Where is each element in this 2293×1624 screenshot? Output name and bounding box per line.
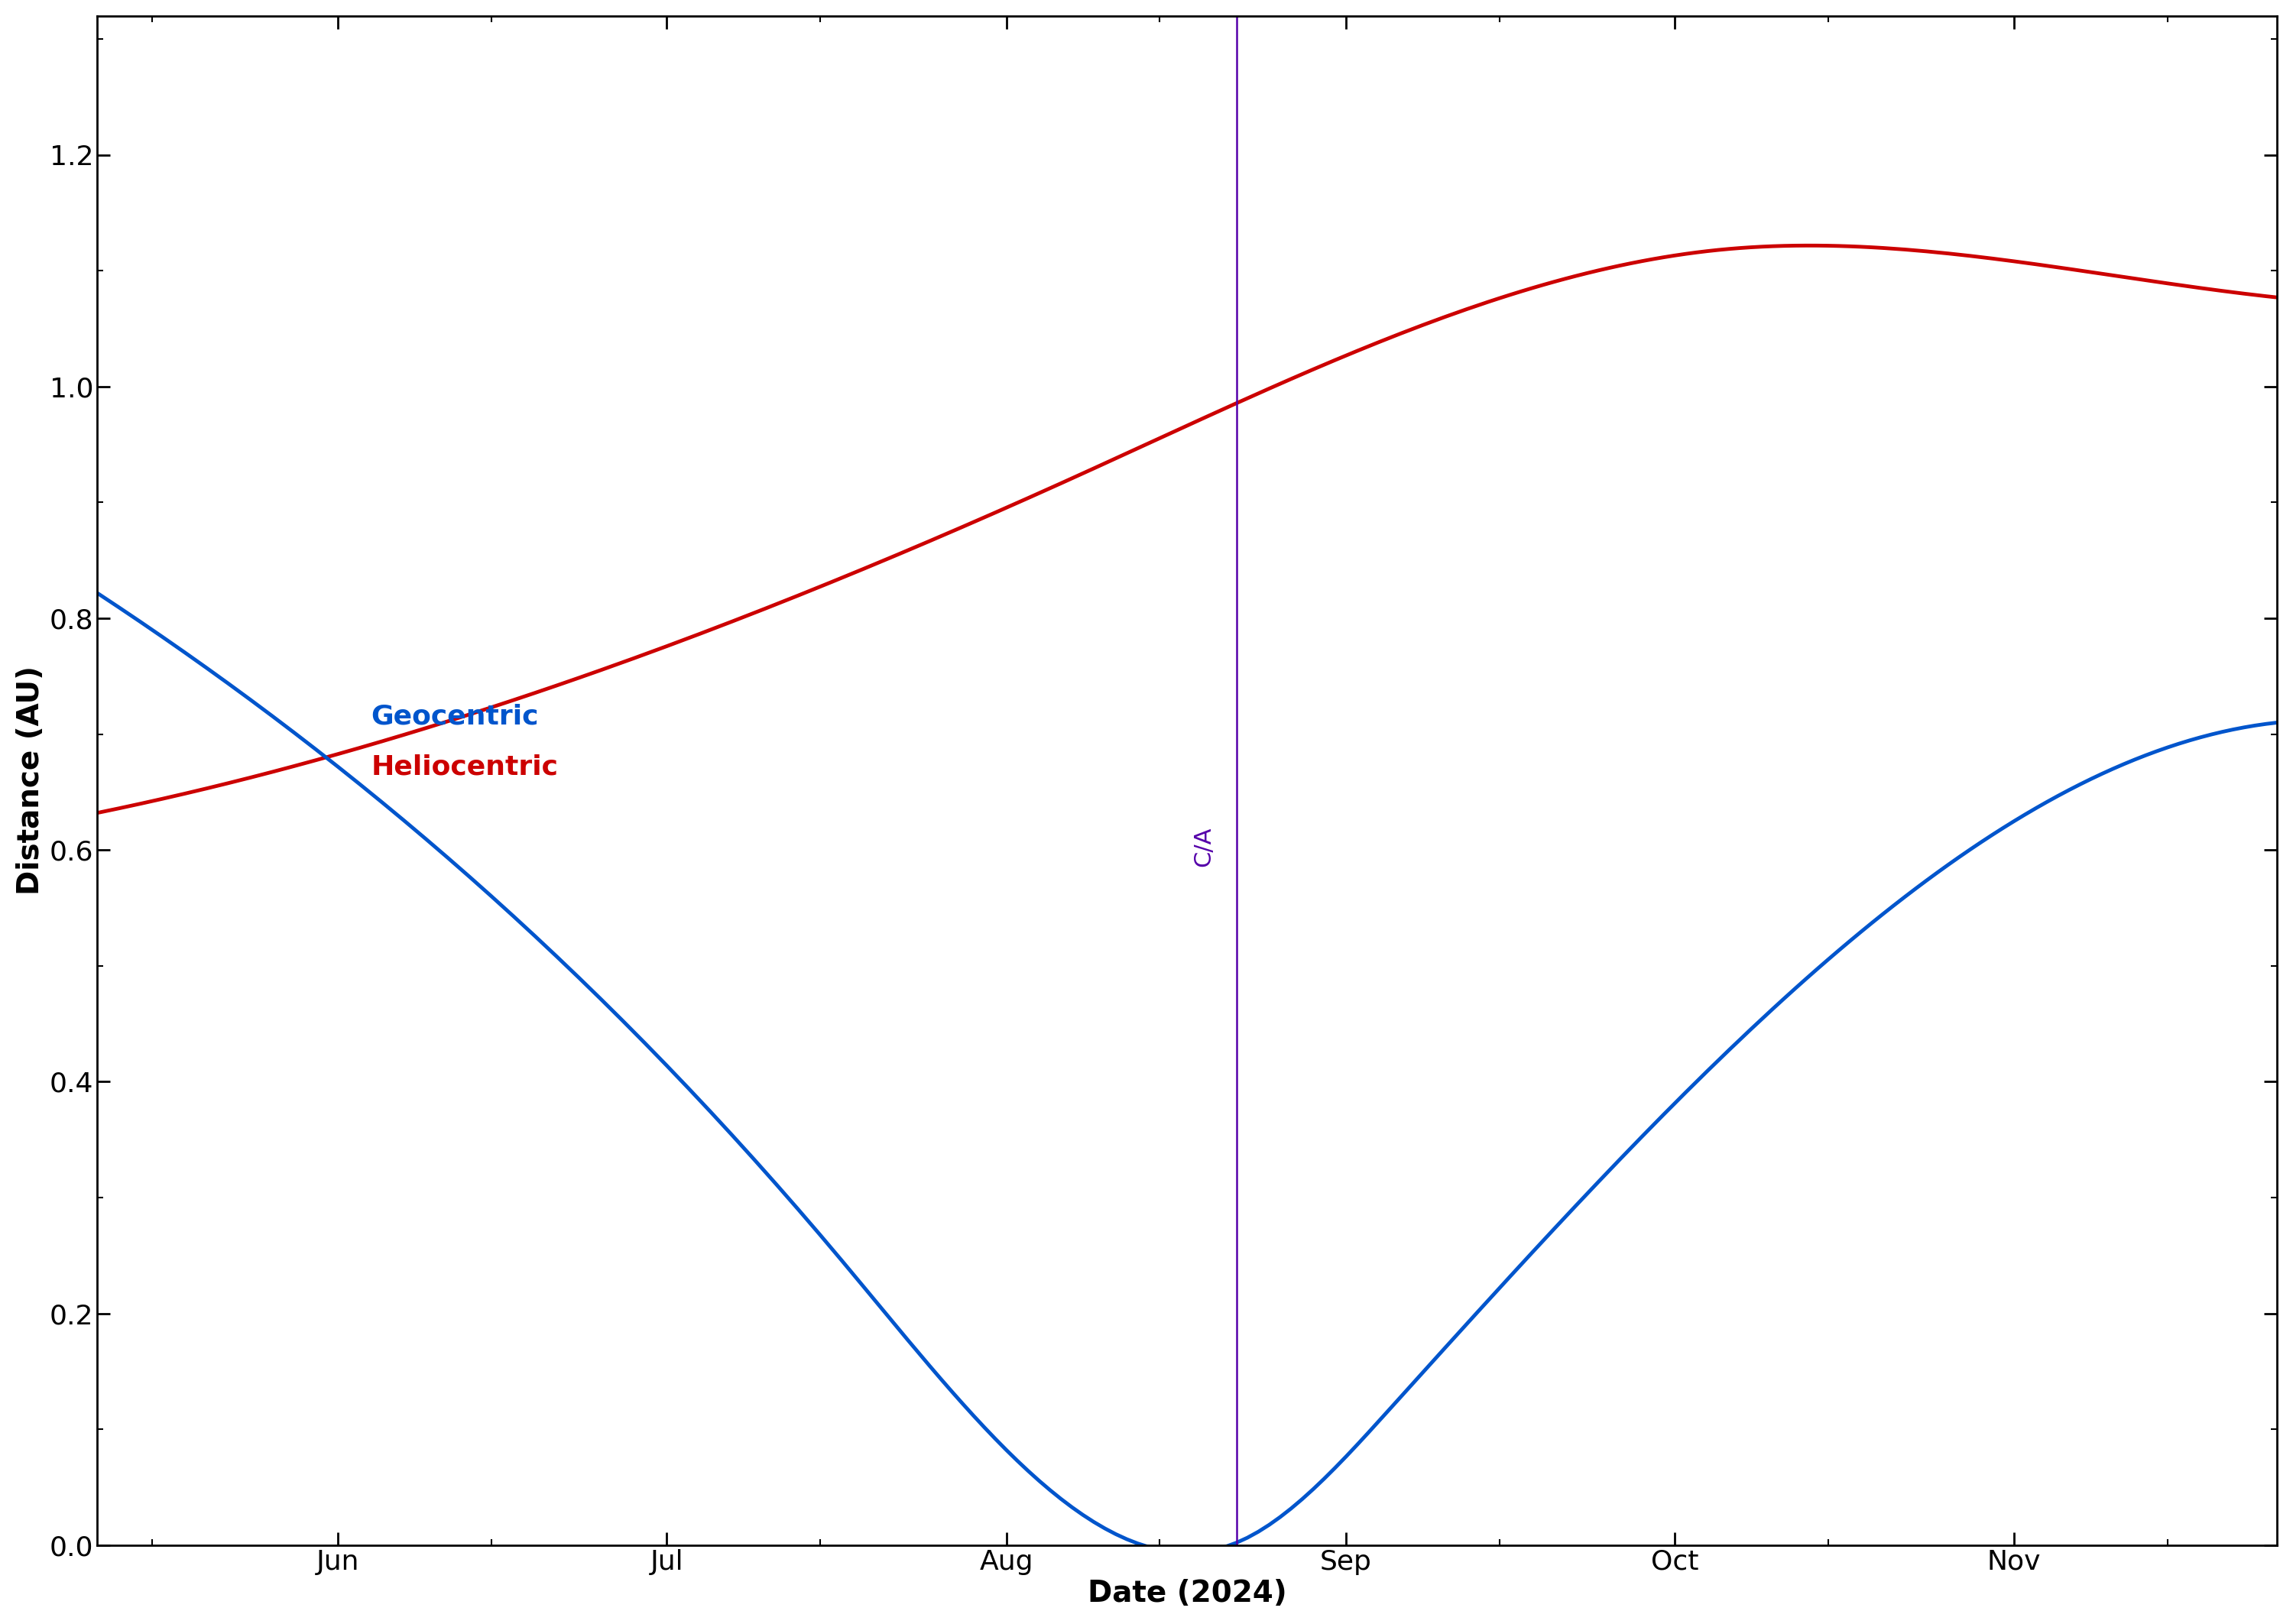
Text: Heliocentric: Heliocentric: [371, 754, 557, 780]
X-axis label: Date (2024): Date (2024): [1087, 1579, 1286, 1608]
Text: Geocentric: Geocentric: [371, 703, 539, 729]
Text: C/A: C/A: [1192, 827, 1215, 867]
Y-axis label: Distance (AU): Distance (AU): [16, 666, 46, 895]
